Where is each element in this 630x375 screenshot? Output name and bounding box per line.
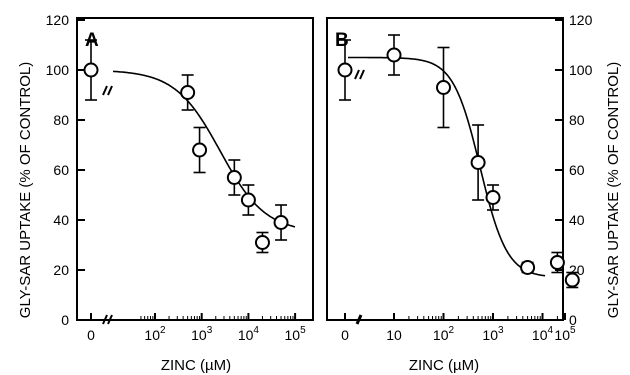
- x-tick-label: 104: [238, 325, 260, 343]
- axis-break-mark: [355, 314, 363, 325]
- y-tick-label: 20: [53, 262, 69, 278]
- y-tick-label: 0: [569, 312, 577, 328]
- fit-curve: [348, 56, 546, 277]
- y-tick-label: 100: [46, 62, 70, 78]
- y-tick-label: 60: [53, 162, 69, 178]
- y-axis-label-right: GLY-SAR UPTAKE (% OF CONTROL): [605, 62, 622, 318]
- axis-break-mark: [354, 69, 360, 80]
- x-tick-label: 105: [285, 325, 307, 343]
- data-point: [470, 155, 486, 170]
- y-tick-label: 80: [53, 112, 69, 128]
- axis-break-mark: [107, 85, 113, 96]
- x-tick-label: 102: [144, 325, 166, 343]
- y-tick-label: 40: [53, 212, 69, 228]
- x-tick-label: 102: [433, 325, 455, 343]
- y-tick-label: 120: [569, 12, 593, 28]
- y-tick-label: 100: [569, 62, 593, 78]
- data-point: [520, 260, 536, 275]
- x-tick-exponent: 4: [253, 325, 259, 336]
- x-tick-exponent: 2: [449, 325, 455, 336]
- data-point: [436, 80, 451, 95]
- x-tick-label: 0: [341, 327, 349, 343]
- x-tick-exponent: 5: [570, 325, 576, 336]
- data-point: [564, 272, 580, 288]
- x-tick-label: 0: [87, 327, 95, 343]
- y-tick-label: 40: [569, 212, 585, 228]
- y-axis-label-left: GLY-SAR UPTAKE (% OF CONTROL): [17, 62, 34, 318]
- data-point: [386, 47, 402, 63]
- y-tick-label: 80: [569, 112, 585, 128]
- data-point: [485, 190, 501, 205]
- x-tick-label: 10: [386, 327, 402, 343]
- panel-a-frame: [76, 17, 314, 321]
- x-tick-exponent: 2: [160, 325, 166, 336]
- x-tick-exponent: 4: [548, 325, 554, 336]
- y-tick-label: 0: [61, 312, 69, 328]
- x-tick-label: 104: [532, 325, 554, 343]
- fit-curve: [113, 70, 296, 228]
- y-tick-label: 60: [569, 162, 585, 178]
- data-point: [254, 235, 270, 250]
- x-tick-exponent: 5: [300, 325, 306, 336]
- x-tick-exponent: 3: [207, 325, 213, 336]
- data-point: [240, 192, 256, 208]
- data-point: [180, 85, 196, 100]
- x-axis-label-a: ZINC (µM): [161, 357, 231, 374]
- x-axis-label-b: ZINC (µM): [409, 357, 479, 374]
- x-tick-label: 105: [554, 325, 576, 343]
- data-point: [83, 62, 99, 78]
- x-tick-exponent: 3: [498, 325, 504, 336]
- data-point: [273, 215, 289, 230]
- y-tick-label: 120: [46, 12, 70, 28]
- axis-break-mark: [107, 314, 113, 325]
- data-point: [192, 142, 208, 158]
- data-point: [226, 170, 242, 185]
- data-point: [549, 255, 565, 270]
- axis-break-mark: [102, 314, 108, 325]
- data-point: [337, 62, 353, 78]
- x-tick-label: 103: [191, 325, 213, 343]
- axis-break-mark: [102, 85, 108, 96]
- axis-break-mark: [359, 69, 365, 80]
- x-tick-label: 103: [482, 325, 504, 343]
